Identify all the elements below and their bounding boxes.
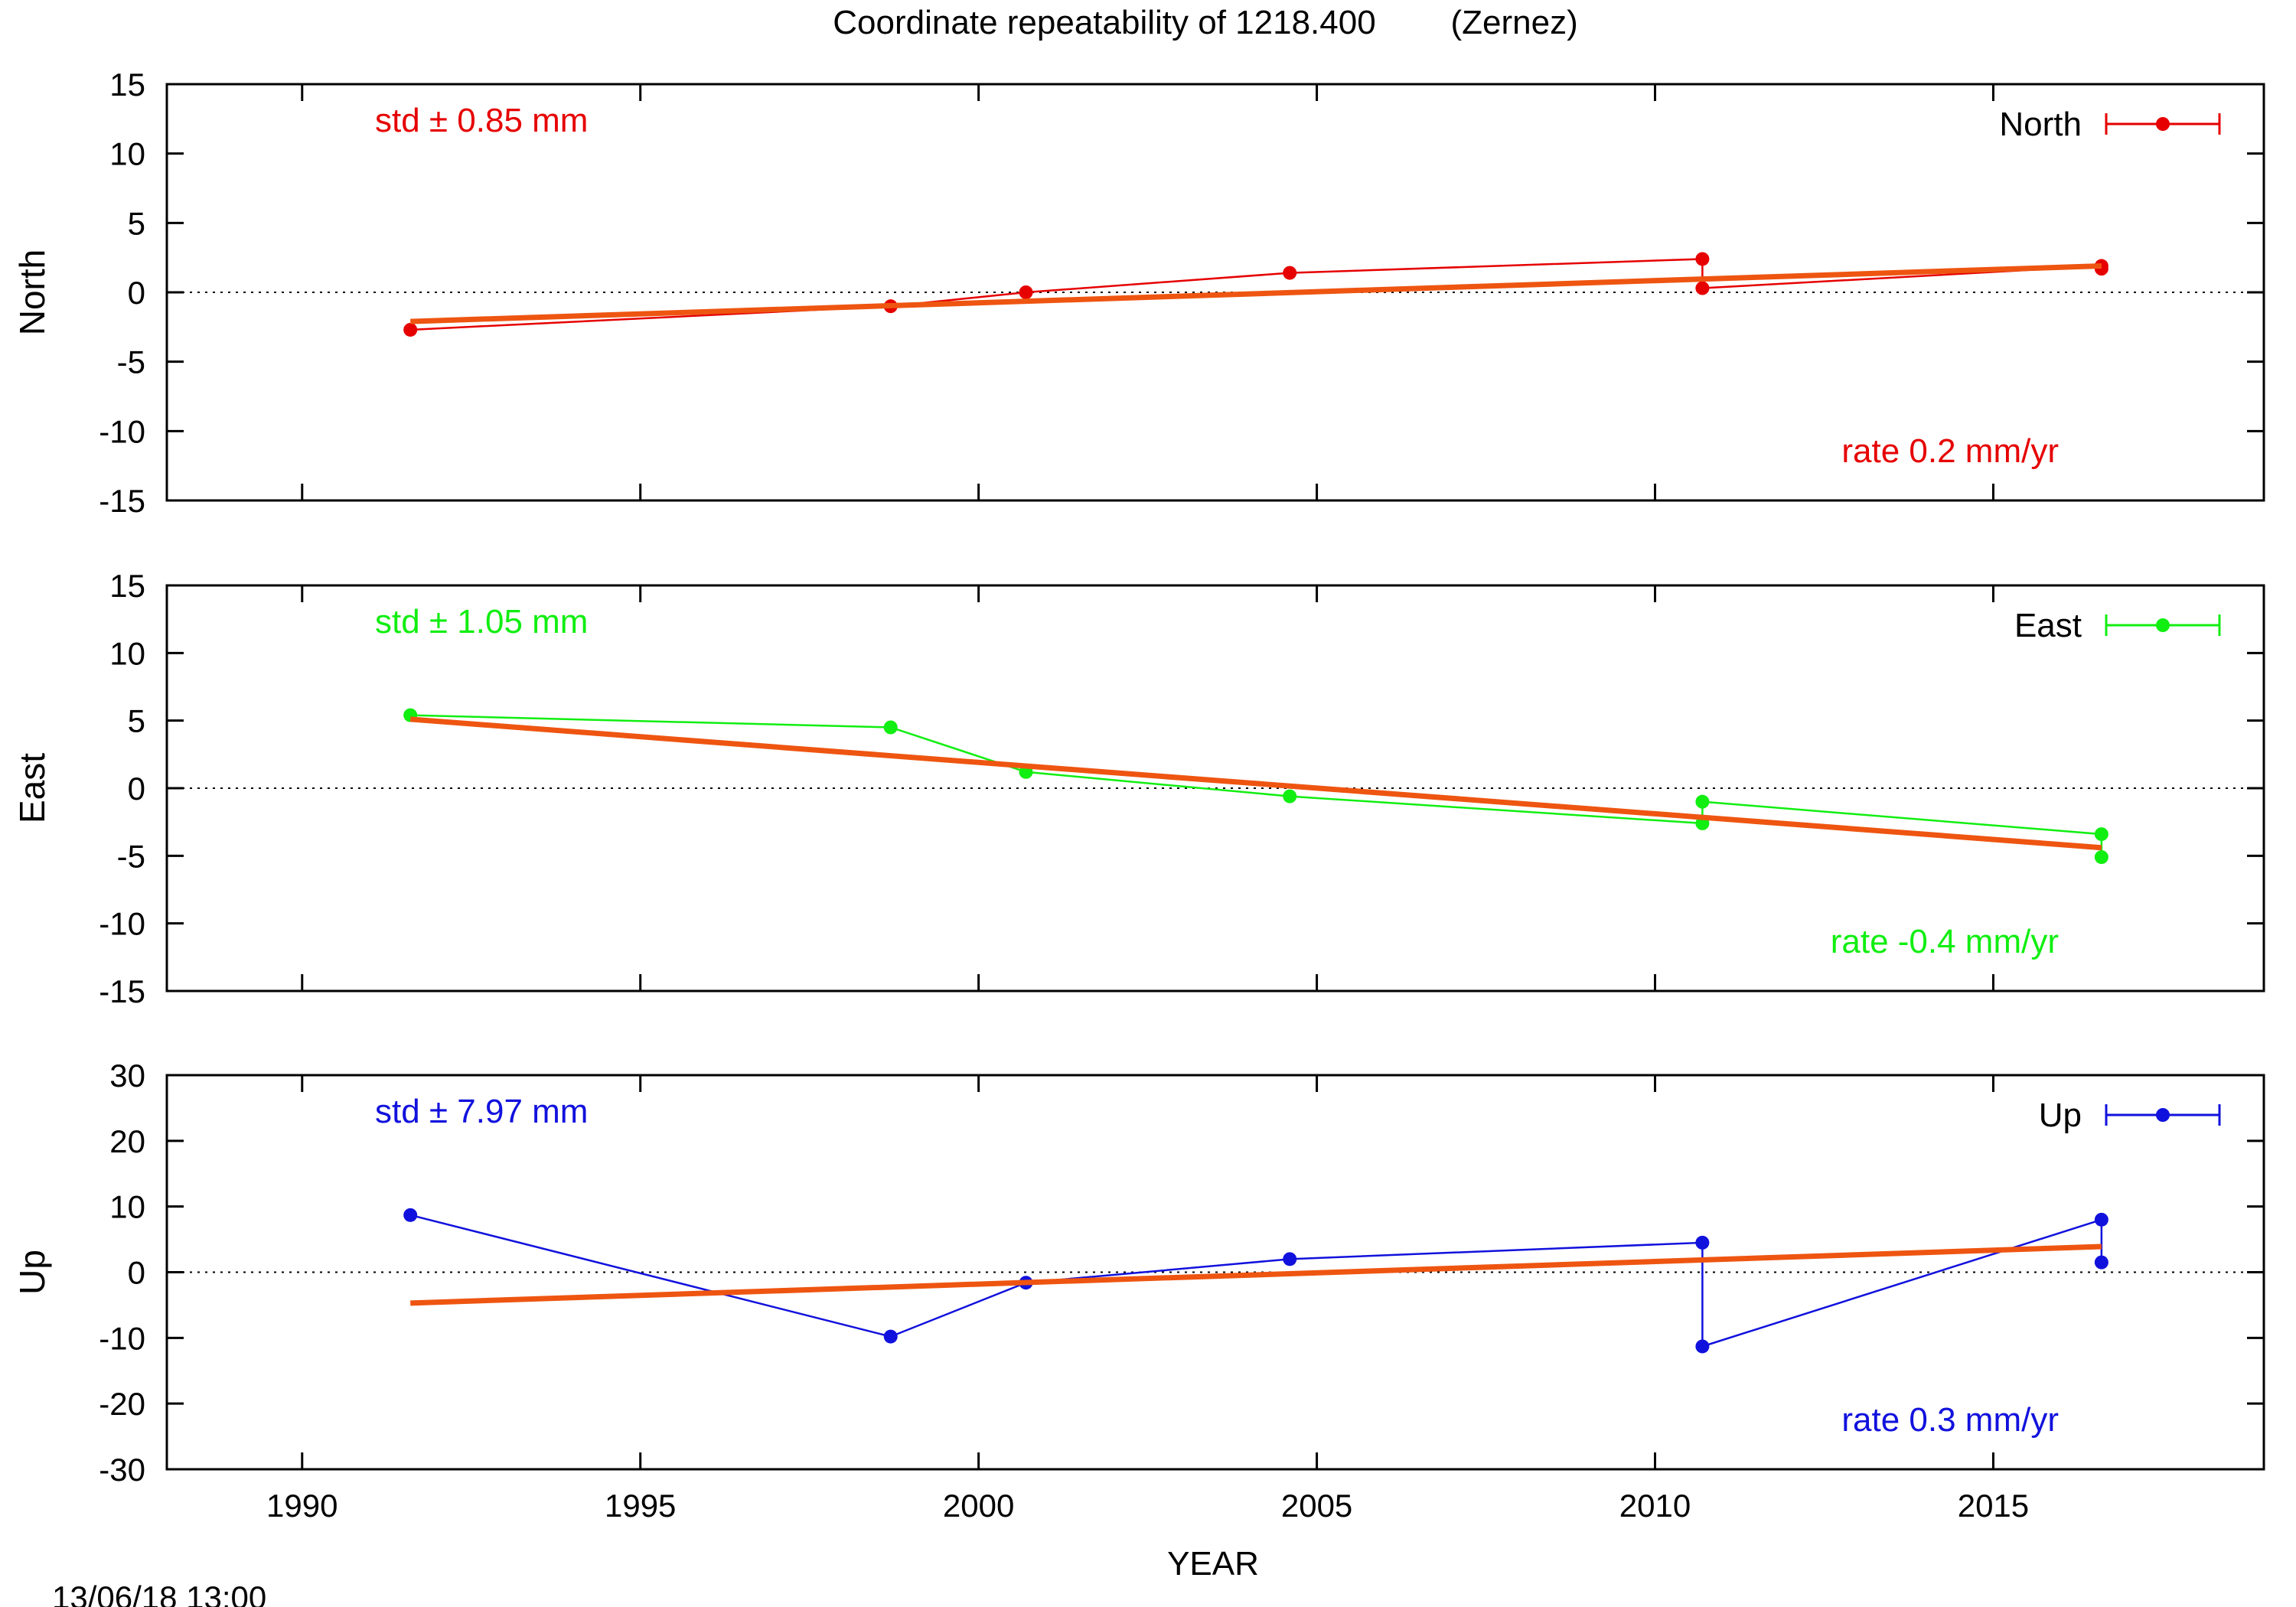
rate-label: rate -0.4 mm/yr <box>1831 923 2059 960</box>
x-tick-label: 2010 <box>1619 1488 1691 1524</box>
data-point <box>2094 1255 2108 1270</box>
legend-label: North <box>1999 106 2082 143</box>
legend-marker <box>2156 117 2170 131</box>
y-tick-label: 10 <box>109 1189 145 1225</box>
x-tick-label: 2005 <box>1281 1488 1352 1524</box>
panel-up: -30 -20 -10 0 10 20 30 1990 1995 2000 2005 2010 2015… <box>12 1058 2265 1524</box>
panel-north: -15 -10 -5 0 5 10 15 North std ± 0.85 mm rate 0.2… <box>12 67 2265 519</box>
data-point <box>403 1208 418 1222</box>
y-tick-label: -20 <box>99 1386 145 1422</box>
x-tick-label: 1995 <box>605 1488 676 1524</box>
y-tick-label: 0 <box>128 275 145 311</box>
legend-label: Up <box>2039 1097 2082 1134</box>
series-line <box>410 714 2103 858</box>
y-tick-label: 30 <box>109 1058 145 1094</box>
y-tick-label: 10 <box>109 136 145 172</box>
data-point <box>1695 1235 1710 1250</box>
chart-panels: -15 -10 -5 0 5 10 15 North std ± 0.85 mm rate 0.2… <box>12 67 2265 1524</box>
panel-east: -15 -10 -5 0 5 10 15 East std ± 1.05 mm rate -0.4… <box>12 568 2265 1009</box>
data-point <box>2094 850 2108 865</box>
trend-line <box>410 263 2102 324</box>
std-label: std ± 1.05 mm <box>375 603 588 641</box>
data-point <box>1283 266 1297 280</box>
y-tick-label: -10 <box>99 906 145 942</box>
data-point <box>1019 285 1033 299</box>
data-point <box>1283 1252 1297 1266</box>
x-axis-label: YEAR <box>1167 1545 1259 1583</box>
data-point <box>1283 789 1297 804</box>
y-tick-label: -30 <box>99 1452 145 1488</box>
x-tick-label: 2015 <box>1958 1488 2029 1524</box>
y-tick-label: -5 <box>117 838 145 874</box>
data-point <box>1695 281 1710 295</box>
y-axis-label: Up <box>12 1250 52 1295</box>
data-point <box>883 1329 898 1344</box>
legend-marker <box>2156 618 2170 632</box>
x-tick-label: 1990 <box>266 1488 338 1524</box>
std-label: std ± 7.97 mm <box>375 1093 588 1130</box>
legend-marker <box>2156 1108 2170 1122</box>
series-line <box>409 1214 2103 1348</box>
data-point <box>1695 794 1710 809</box>
y-tick-label: 5 <box>128 703 145 739</box>
legend-label: East <box>2014 607 2082 644</box>
data-point <box>1695 1339 1710 1354</box>
x-tick-label: 2000 <box>943 1488 1014 1524</box>
y-tick-label: 10 <box>109 635 145 671</box>
y-tick-label: -15 <box>99 973 145 1009</box>
y-tick-label: -10 <box>99 1320 145 1356</box>
rate-label: rate 0.3 mm/yr <box>1841 1401 2059 1439</box>
rate-label: rate 0.2 mm/yr <box>1841 432 2059 470</box>
timestamp-footer: 13/06/18 13:00 <box>52 1579 266 1607</box>
data-point <box>2094 1212 2108 1227</box>
y-axis-label: North <box>12 249 52 335</box>
y-tick-label: 15 <box>109 568 145 604</box>
y-tick-label: -5 <box>117 344 145 380</box>
y-tick-label: 0 <box>128 1255 145 1291</box>
y-tick-label: 20 <box>109 1123 145 1159</box>
data-point <box>883 720 898 735</box>
y-tick-label: 0 <box>128 771 145 807</box>
y-tick-label: -15 <box>99 483 145 519</box>
data-point <box>2094 827 2108 842</box>
chart-title: Coordinate repeatability of 1218.400 (Ze… <box>833 4 1577 41</box>
trend-line <box>410 1244 2102 1306</box>
y-tick-label: 15 <box>109 67 145 103</box>
y-tick-label: -10 <box>99 413 145 449</box>
data-point <box>403 322 418 337</box>
y-axis-label: East <box>12 753 52 823</box>
data-point <box>1695 252 1710 266</box>
std-label: std ± 0.85 mm <box>375 102 588 139</box>
trend-line <box>409 716 2102 851</box>
y-tick-label: 5 <box>128 205 145 241</box>
